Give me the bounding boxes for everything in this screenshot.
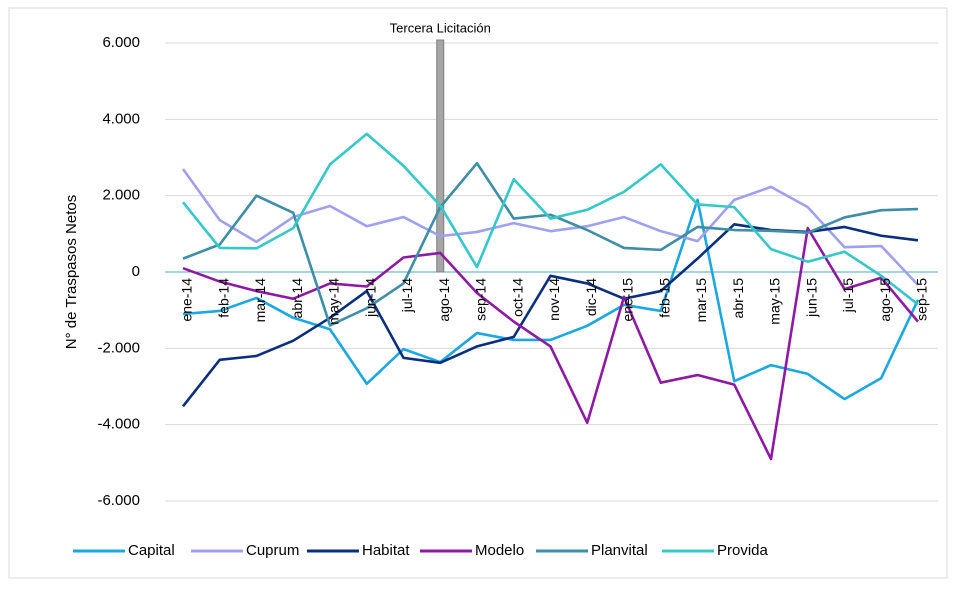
x-tick-label: oct-14 [509, 278, 525, 317]
x-tick-label: ago-15 [877, 278, 893, 322]
legend-label: Cuprum [246, 542, 299, 559]
x-tick-label: dic-14 [583, 278, 599, 316]
x-tick-label: jul-15 [840, 278, 856, 313]
x-tick-label: nov-14 [546, 278, 562, 321]
x-tick-label: feb-15 [656, 278, 672, 318]
y-axis-label: N° de Traspasos Netos [63, 195, 80, 349]
x-tick-label: ene-14 [179, 278, 195, 322]
y-tick-label: -6.000 [97, 492, 140, 509]
x-tick-label: abr-15 [730, 278, 746, 319]
x-tick-label: abr-14 [289, 278, 305, 319]
annotation: Tercera Licitación [390, 20, 491, 35]
x-tick-label: sep-15 [914, 278, 930, 321]
x-tick-label: ago-14 [436, 278, 452, 322]
legend-label: Provida [717, 542, 769, 559]
y-tick-label: 0 [132, 263, 140, 280]
y-tick-label: 2.000 [102, 187, 140, 204]
x-tick-label: may-15 [767, 278, 783, 325]
x-tick-label: may-14 [326, 278, 342, 325]
x-tick-label: jun-14 [362, 278, 378, 318]
series-line [182, 198, 920, 401]
x-tick-label: jul-14 [399, 278, 415, 313]
series-line [181, 132, 919, 306]
x-tick-label: jun-15 [803, 278, 819, 318]
x-tick-label: mar-14 [252, 278, 268, 323]
legend-label: Modelo [475, 542, 524, 559]
annotation-bar [436, 39, 445, 273]
legend-label: Capital [128, 542, 175, 559]
legend-label: Habitat [362, 542, 410, 559]
y-tick-label: -4.000 [97, 416, 140, 433]
series-line [182, 226, 919, 461]
series-line [182, 161, 919, 327]
x-tick-label: mar-15 [693, 278, 709, 323]
y-tick-label: -2.000 [97, 339, 140, 356]
y-tick-label: 4.000 [102, 110, 140, 127]
y-tick-label: 6.000 [102, 34, 140, 51]
legend-label: Planvital [591, 542, 648, 559]
series-line [181, 168, 919, 286]
x-tick-label: ene-15 [620, 278, 636, 322]
x-tick-label: feb-14 [215, 278, 231, 318]
x-tick-label: sep-14 [473, 278, 489, 321]
